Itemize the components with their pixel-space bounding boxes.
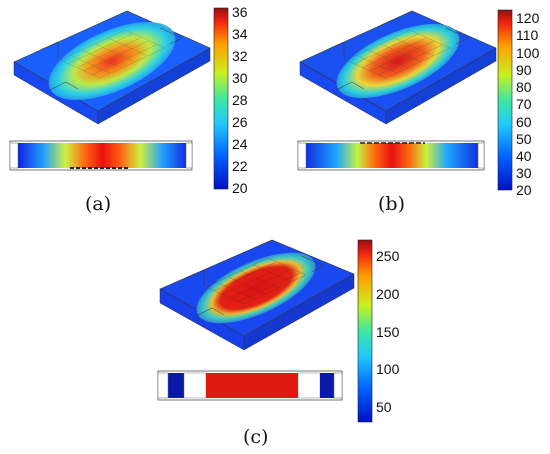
heat-spot-b bbox=[336, 23, 460, 99]
section-c-left-wall bbox=[157, 372, 169, 399]
section-b-left-wall bbox=[297, 142, 307, 169]
heat-spot-c bbox=[196, 252, 316, 324]
section-a-left-wall bbox=[9, 142, 19, 169]
caption-a: (a) bbox=[85, 193, 111, 215]
section-a-field bbox=[18, 143, 188, 168]
colorbar-a-tick: 34 bbox=[232, 26, 248, 42]
colorbar-c-tick: 50 bbox=[376, 399, 392, 415]
pad-outlines-a bbox=[39, 27, 183, 91]
colorbar-b-tick: 20 bbox=[516, 182, 532, 198]
colorbar-c-tick: 150 bbox=[376, 324, 400, 340]
caption-b: (b) bbox=[378, 193, 405, 215]
colorbar-a-tick: 26 bbox=[232, 114, 248, 130]
section-c-left-block bbox=[168, 373, 184, 398]
colorbar-b-tick: 60 bbox=[516, 114, 532, 130]
colorbar-b-tick: 100 bbox=[516, 45, 540, 61]
colorbar-c-ticks: 250 200 150 100 50 bbox=[376, 248, 400, 415]
colorbar-a-tick: 24 bbox=[232, 136, 248, 152]
colorbar-b-tick: 30 bbox=[516, 165, 532, 181]
colorbar-b-tick: 40 bbox=[516, 148, 532, 164]
panel-a: 36 34 32 30 28 26 24 22 20 (a) bbox=[9, 4, 248, 215]
colorbar-a bbox=[213, 7, 229, 190]
colorbar-b-tick: 120 bbox=[516, 10, 540, 26]
colorbar-b-tick: 90 bbox=[516, 62, 532, 78]
colorbar-b-tick: 80 bbox=[516, 79, 532, 95]
colorbar-c-tick: 200 bbox=[376, 286, 400, 302]
colorbar-a-ticks: 36 34 32 30 28 26 24 22 20 bbox=[232, 4, 248, 196]
colorbar-b-tick: 110 bbox=[516, 27, 539, 43]
colorbar-c bbox=[357, 239, 373, 423]
section-c-right-gap bbox=[297, 372, 321, 399]
colorbar-a-tick: 36 bbox=[232, 4, 248, 20]
section-b-field bbox=[306, 143, 478, 168]
heater-pattern-b bbox=[345, 29, 451, 79]
panel-c: 250 200 150 100 50 (c) bbox=[157, 239, 400, 448]
colorbar-a-tick: 22 bbox=[232, 158, 248, 174]
section-b-right-wall bbox=[477, 142, 485, 169]
colorbar-a-tick: 30 bbox=[232, 70, 248, 86]
caption-c: (c) bbox=[243, 426, 268, 448]
colorbar-a-tick: 28 bbox=[232, 92, 248, 108]
colorbar-c-tick: 100 bbox=[376, 361, 400, 377]
section-c-center-block bbox=[206, 373, 298, 398]
colorbar-a-tick: 32 bbox=[232, 48, 248, 64]
section-c-left-gap bbox=[183, 372, 207, 399]
heater-pattern-a bbox=[59, 29, 166, 79]
panel-b: 120 110 100 90 80 70 60 50 40 30 20 (b) bbox=[297, 9, 540, 215]
pad-outlines-b bbox=[325, 27, 469, 91]
colorbar-a-tick: 20 bbox=[232, 180, 248, 196]
pad-outlines-c bbox=[185, 255, 325, 317]
colorbar-b bbox=[497, 9, 513, 191]
section-c-right-wall bbox=[333, 372, 343, 399]
section-a-right-wall bbox=[185, 142, 193, 169]
colorbar-b-tick: 50 bbox=[516, 131, 532, 147]
section-c-right-block bbox=[320, 373, 334, 398]
colorbar-b-ticks: 120 110 100 90 80 70 60 50 40 30 20 bbox=[516, 10, 540, 198]
heat-spot-a bbox=[48, 22, 176, 100]
colorbar-b-tick: 70 bbox=[516, 96, 532, 112]
heater-pattern-c bbox=[205, 257, 307, 305]
colorbar-c-tick: 250 bbox=[376, 248, 400, 264]
